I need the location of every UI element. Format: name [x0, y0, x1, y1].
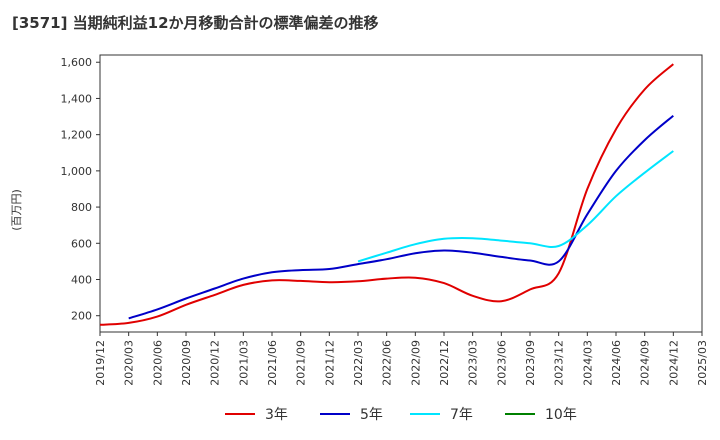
y-tick-label: 200 [71, 310, 92, 323]
x-tick-label: 2020/03 [123, 340, 136, 386]
legend-swatch [320, 413, 350, 415]
y-tick-label: 600 [71, 237, 92, 250]
legend-item: 7年 [410, 404, 473, 424]
legend: 3年 5年 7年 10年 [0, 400, 720, 430]
x-tick-label: 2024/03 [581, 340, 594, 386]
chart-title: [3571] 当期純利益12か月移動合計の標準偏差の推移 [12, 14, 379, 32]
legend-label: 10年 [545, 407, 577, 423]
x-tick-label: 2020/06 [151, 340, 164, 386]
x-tick-label: 2023/03 [467, 340, 480, 386]
legend-item: 3年 [225, 404, 288, 424]
y-tick-label: 1,000 [61, 165, 93, 178]
legend-label: 7年 [450, 407, 473, 423]
y-tick-label: 1,200 [61, 129, 93, 142]
x-tick-label: 2022/12 [438, 340, 451, 386]
x-tick-label: 2020/09 [180, 340, 193, 386]
x-tick-label: 2020/12 [209, 340, 222, 386]
x-tick-label: 2019/12 [94, 340, 107, 386]
x-tick-label: 2024/09 [639, 340, 652, 386]
legend-item: 10年 [505, 404, 577, 424]
legend-label: 3年 [265, 407, 288, 423]
x-tick-label: 2024/12 [667, 340, 680, 386]
x-tick-label: 2021/03 [237, 340, 250, 386]
series-layer [99, 63, 674, 326]
legend-swatch [225, 413, 255, 415]
legend-swatch [505, 413, 535, 415]
legend-swatch [410, 413, 440, 415]
series-line-3年 [99, 63, 674, 326]
series-line-5年 [128, 114, 674, 320]
x-tick-label: 2025/03 [696, 340, 709, 386]
x-tick-label: 2022/03 [352, 340, 365, 386]
x-tick-label: 2021/06 [266, 340, 279, 386]
axis-layer: 200 400 600 800 1,000 1,200 1,400 1,600 2019/12 2… [61, 54, 709, 386]
legend-item: 5年 [320, 404, 383, 424]
x-tick-label: 2021/12 [323, 340, 336, 386]
plot-frame [99, 54, 703, 333]
y-tick-label: 1,600 [61, 56, 93, 69]
x-tick-label: 2023/06 [495, 340, 508, 386]
y-tick-label: 800 [71, 201, 92, 214]
x-tick-label: 2022/09 [409, 340, 422, 386]
legend-label: 5年 [360, 407, 383, 423]
x-tick-label: 2021/09 [295, 340, 308, 386]
y-tick-label: 1,400 [61, 92, 93, 105]
series-line-7年 [357, 150, 674, 263]
x-tick-label: 2022/06 [381, 340, 394, 386]
x-tick-label: 2023/12 [553, 340, 566, 386]
x-tick-label: 2024/06 [610, 340, 623, 386]
y-tick-label: 400 [71, 273, 92, 286]
x-tick-label: 2023/09 [524, 340, 537, 386]
